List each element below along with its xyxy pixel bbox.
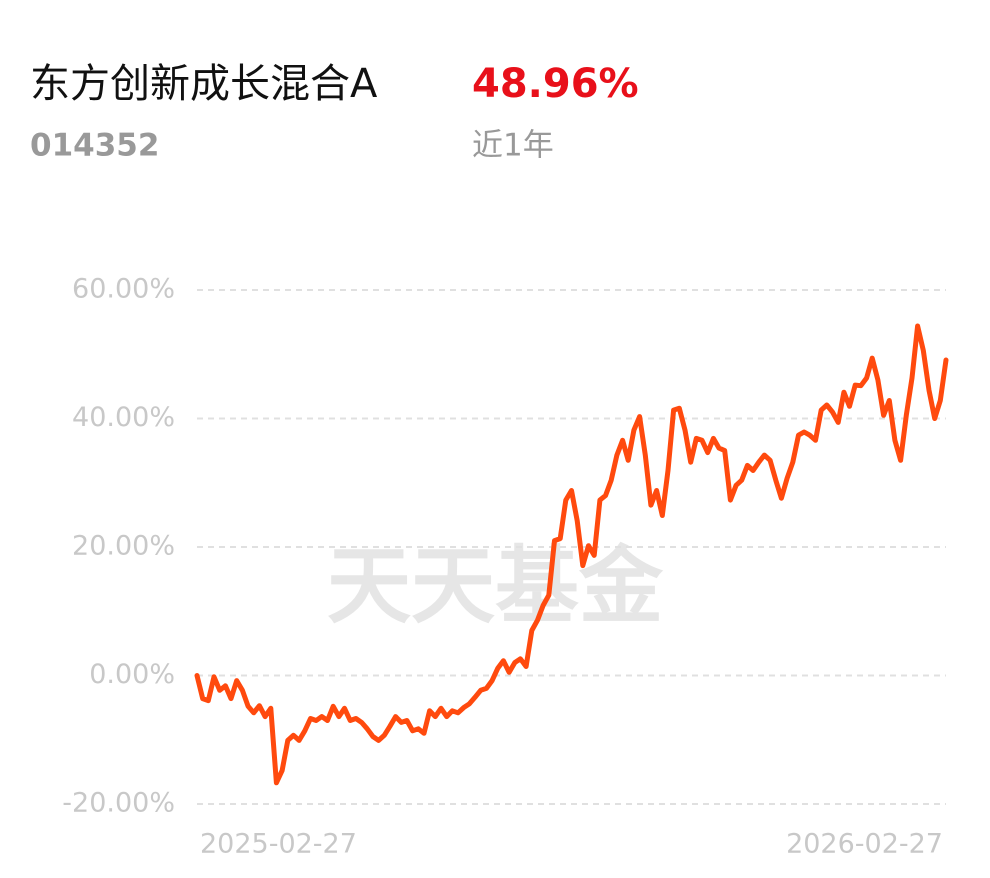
x-tick-label: 2026-02-27 <box>786 829 943 860</box>
y-tick-label: 20.00% <box>72 531 175 562</box>
y-tick-label: 0.00% <box>89 659 175 690</box>
fund-return: 48.96% <box>472 61 639 107</box>
watermark: 天天基金 <box>327 537 664 635</box>
line <box>194 323 949 786</box>
fund-code: 014352 <box>30 128 159 164</box>
fund-title: 东方创新成长混合A <box>30 61 378 107</box>
y-tick-label: -20.00% <box>62 788 175 819</box>
x-tick-label: 2025-02-27 <box>200 829 357 860</box>
y-tick-label: 60.00% <box>72 274 175 305</box>
return-period: 近1年 <box>472 128 554 164</box>
y-tick-label: 40.00% <box>72 402 175 433</box>
